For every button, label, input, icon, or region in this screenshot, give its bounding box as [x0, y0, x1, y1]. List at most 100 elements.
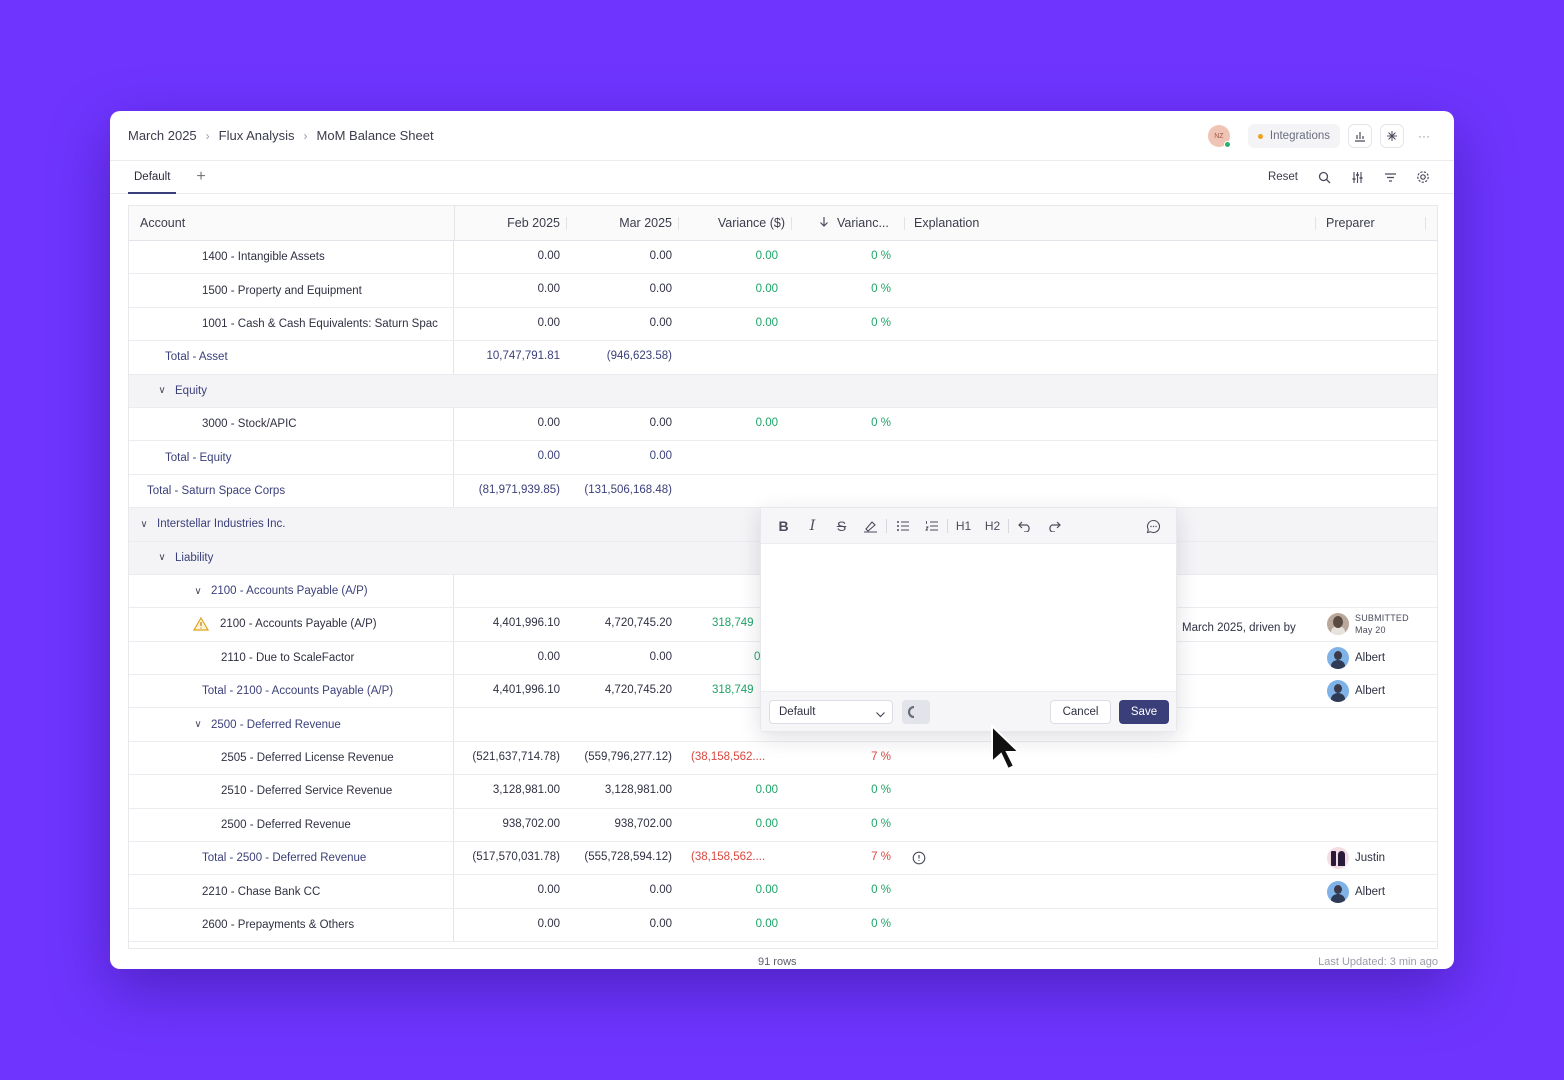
- avatar: [1327, 847, 1349, 870]
- chevron-down-icon[interactable]: ∨: [140, 518, 148, 530]
- breadcrumb-flux-analysis[interactable]: Flux Analysis: [218, 128, 295, 143]
- add-tab-icon[interactable]: +: [196, 168, 206, 185]
- column-explanation[interactable]: Explanation: [914, 216, 980, 230]
- heading-2-icon[interactable]: H2: [984, 518, 1001, 533]
- group-toggle[interactable]: ∨ Equity: [129, 375, 454, 407]
- table-row[interactable]: 3000 - Stock/APIC 0.00 0.00 0.00 0 %: [129, 407, 1437, 442]
- strikethrough-icon[interactable]: S: [836, 517, 847, 534]
- total-row[interactable]: Total - 2500 - Deferred Revenue (517,570…: [129, 842, 1437, 876]
- preparer-cell[interactable]: Albert: [1327, 642, 1385, 674]
- account-name: 1001 - Cash & Cash Equivalents: Saturn S…: [129, 307, 454, 341]
- table-row[interactable]: 2510 - Deferred Service Revenue 3,128,98…: [129, 775, 1437, 809]
- table-row[interactable]: 1001 - Cash & Cash Equivalents: Saturn S…: [129, 307, 1437, 342]
- group-toggle[interactable]: ∨ Liability: [129, 542, 454, 574]
- cancel-button[interactable]: Cancel: [1050, 700, 1111, 724]
- mar-value: 4,720,745.20: [604, 684, 672, 697]
- avatar: [1327, 880, 1349, 903]
- filter-icon[interactable]: [1381, 168, 1399, 186]
- feb-value: 4,401,996.10: [492, 617, 560, 630]
- search-icon[interactable]: [1315, 168, 1333, 186]
- gear-icon[interactable]: [1414, 168, 1432, 186]
- status-dot: [1257, 133, 1263, 139]
- table-row[interactable]: 2600 - Prepayments & Others 0.00 0.00 0.…: [129, 908, 1437, 943]
- account-name: Total - Saturn Space Corps: [129, 474, 454, 508]
- bold-icon[interactable]: B: [778, 517, 789, 534]
- table-row[interactable]: 2500 - Deferred Revenue 938,702.00 938,7…: [129, 808, 1437, 843]
- group-toggle[interactable]: ∨ 2100 - Accounts Payable (A/P): [129, 574, 454, 608]
- table-row[interactable]: 1500 - Property and Equipment 0.00 0.00 …: [129, 274, 1437, 308]
- column-mar-2025[interactable]: Mar 2025: [619, 216, 672, 230]
- sparkle-icon[interactable]: [1380, 124, 1404, 148]
- column-account[interactable]: Account: [140, 216, 186, 230]
- table-row[interactable]: 2100 - Accounts Payable (A/P) 4,401,996.…: [129, 608, 1437, 642]
- sort-desc-icon[interactable]: [819, 206, 829, 241]
- preparer-cell[interactable]: Albert: [1327, 675, 1385, 707]
- numbered-list-icon[interactable]: [917, 512, 946, 540]
- group-toggle[interactable]: ∨ 2500 - Deferred Revenue: [129, 708, 454, 741]
- redo-icon[interactable]: [1039, 512, 1068, 540]
- feb-value: 0.00: [537, 250, 560, 262]
- save-button[interactable]: Save: [1119, 700, 1169, 724]
- breadcrumb-current: MoM Balance Sheet: [316, 128, 434, 143]
- column-variance-percent[interactable]: Varianc...: [837, 216, 889, 230]
- table-row[interactable]: 1400 - Intangible Assets 0.00 0.00 0.00 …: [129, 241, 1437, 275]
- integrations-button[interactable]: Integrations: [1247, 124, 1340, 148]
- breadcrumb-period[interactable]: March 2025: [128, 128, 197, 143]
- chevron-down-icon[interactable]: ∨: [194, 719, 202, 731]
- group-toggle[interactable]: ∨ Interstellar Industries Inc.: [129, 508, 454, 540]
- variance-value: 0.00: [755, 917, 778, 930]
- account-name: 2600 - Prepayments & Others: [129, 908, 454, 942]
- preparer-cell[interactable]: Justin: [1327, 842, 1385, 874]
- avatar: [1327, 680, 1349, 703]
- editor-toolbar: B I S H1 H2: [761, 508, 1176, 544]
- variance-percent: 0 %: [871, 316, 891, 329]
- variance-percent: 7 %: [871, 851, 891, 864]
- editor-content-area[interactable]: [761, 544, 1176, 693]
- chart-icon[interactable]: [1348, 124, 1372, 148]
- comment-alert-icon[interactable]: [912, 851, 926, 868]
- preparer-cell[interactable]: SUBMITTED May 20: [1327, 608, 1409, 640]
- italic-icon[interactable]: I: [809, 517, 816, 534]
- column-divider: [1315, 217, 1316, 230]
- heading-1-icon[interactable]: H1: [955, 518, 972, 533]
- loading-spinner-icon: [902, 700, 930, 724]
- variance-percent: 0 %: [871, 784, 891, 797]
- group-label: 2100 - Accounts Payable (A/P): [211, 585, 368, 598]
- chevron-right-icon: ›: [205, 128, 210, 143]
- table-row[interactable]: 2505 - Deferred License Revenue (521,637…: [129, 741, 1437, 776]
- column-preparer[interactable]: Preparer: [1326, 216, 1375, 230]
- highlighter-icon[interactable]: [856, 512, 885, 540]
- explanation-text[interactable]: March 2025, driven by: [1182, 622, 1296, 635]
- chevron-down-icon[interactable]: ∨: [158, 552, 166, 564]
- variance-value: 0.00: [755, 250, 778, 262]
- table-row[interactable]: 2210 - Chase Bank CC 0.00 0.00 0.00 0 % …: [129, 875, 1437, 909]
- subgroup-row[interactable]: ∨ 2500 - Deferred Revenue: [129, 708, 1437, 742]
- user-avatar[interactable]: NZ: [1207, 125, 1231, 148]
- undo-icon[interactable]: [1010, 512, 1039, 540]
- chevron-down-icon: [875, 706, 886, 728]
- preparer-cell[interactable]: Albert: [1327, 875, 1385, 907]
- template-select[interactable]: Default: [769, 700, 893, 724]
- bullet-list-icon[interactable]: [888, 512, 917, 540]
- account-cell: 2100 - Accounts Payable (A/P): [129, 608, 454, 641]
- group-row[interactable]: ∨ Equity: [129, 374, 1437, 408]
- mar-value: 938,702.00: [614, 817, 672, 830]
- column-divider: [904, 217, 905, 230]
- tab-default[interactable]: Default: [128, 162, 177, 194]
- total-row[interactable]: Total - Equity 0.00 0.00: [129, 441, 1437, 475]
- column-variance-amount[interactable]: Variance ($): [717, 216, 785, 230]
- reset-button[interactable]: Reset: [1267, 171, 1298, 183]
- preparer-name: Albert: [1355, 685, 1386, 698]
- column-feb-2025[interactable]: Feb 2025: [507, 216, 560, 230]
- chevron-down-icon[interactable]: ∨: [158, 385, 166, 397]
- total-row[interactable]: Total - Saturn Space Corps (81,971,939.8…: [129, 474, 1437, 509]
- total-row[interactable]: Total - Asset 10,747,791.81 (946,623.58): [129, 341, 1437, 375]
- variance-value: 318,749: [712, 684, 754, 697]
- comment-icon[interactable]: [1139, 512, 1168, 540]
- more-options-icon[interactable]: ···: [1418, 129, 1430, 143]
- warning-icon[interactable]: [193, 617, 209, 632]
- chevron-down-icon[interactable]: ∨: [194, 585, 202, 597]
- columns-adjust-icon[interactable]: [1348, 168, 1366, 186]
- account-name: Total - 2500 - Deferred Revenue: [129, 842, 454, 875]
- feb-value: 3,128,981.00: [492, 784, 560, 797]
